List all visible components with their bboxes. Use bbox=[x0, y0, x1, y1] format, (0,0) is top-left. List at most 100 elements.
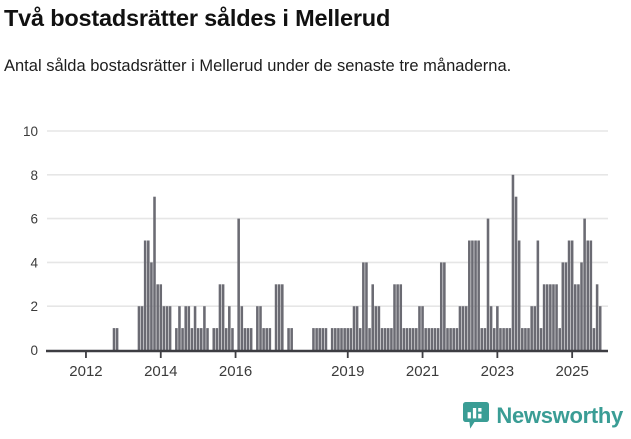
bar bbox=[324, 328, 328, 350]
page-title: Två bostadsrätter såldes i Mellerud bbox=[4, 5, 391, 31]
bar bbox=[196, 328, 200, 350]
bar bbox=[355, 306, 359, 350]
logo-text: Newsworthy bbox=[496, 403, 623, 428]
bar bbox=[505, 328, 508, 350]
bar bbox=[433, 328, 437, 350]
chart-svg: 0 2 4 6 8 10 2012 2014 2016 2019 2021 2023 2025 2 bbox=[0, 118, 608, 380]
bar bbox=[168, 306, 172, 350]
bar bbox=[580, 262, 583, 350]
bar bbox=[312, 328, 315, 350]
bar bbox=[362, 262, 365, 350]
bar bbox=[573, 284, 577, 350]
y-tick-label: 8 bbox=[30, 168, 38, 183]
bar bbox=[165, 306, 169, 350]
bar bbox=[390, 328, 393, 350]
bar bbox=[521, 328, 524, 350]
bar bbox=[181, 328, 184, 350]
bar bbox=[511, 174, 515, 350]
bar bbox=[147, 240, 150, 350]
highlight-value-label: 2 bbox=[0, 118, 8, 121]
bar bbox=[334, 328, 337, 350]
bar bbox=[190, 328, 194, 350]
bar bbox=[592, 328, 596, 350]
bar bbox=[143, 240, 147, 350]
bar bbox=[558, 328, 561, 350]
bar bbox=[315, 328, 318, 350]
bar bbox=[492, 328, 496, 350]
bar bbox=[268, 328, 272, 350]
bar bbox=[545, 284, 549, 350]
bar-chart-speech-bubble-icon bbox=[463, 402, 490, 429]
bar bbox=[206, 328, 209, 350]
x-tick-label: 2023 bbox=[481, 363, 514, 380]
bar bbox=[175, 328, 178, 350]
bar bbox=[358, 328, 362, 350]
bar-chart: 0 2 4 6 8 10 2012 2014 2016 2019 2021 2023 2025 2 bbox=[0, 118, 631, 393]
bar bbox=[583, 218, 586, 350]
bar bbox=[570, 240, 574, 350]
bar bbox=[153, 196, 156, 350]
bar bbox=[486, 218, 490, 350]
bar bbox=[383, 328, 387, 350]
bar bbox=[552, 284, 555, 350]
gridlines bbox=[47, 130, 608, 307]
x-axis-ticks bbox=[85, 352, 574, 358]
bar bbox=[452, 328, 455, 350]
bar bbox=[112, 328, 116, 350]
y-tick-label: 0 bbox=[30, 343, 38, 358]
bar bbox=[464, 306, 468, 350]
bar bbox=[199, 328, 203, 350]
bar bbox=[418, 306, 421, 350]
bar bbox=[287, 328, 290, 350]
bar bbox=[237, 218, 240, 350]
bar bbox=[240, 306, 244, 350]
bar bbox=[402, 328, 406, 350]
bar bbox=[221, 284, 225, 350]
bar bbox=[496, 306, 499, 350]
bar bbox=[439, 262, 443, 350]
bar bbox=[586, 240, 590, 350]
bar bbox=[281, 284, 284, 350]
bar bbox=[159, 284, 163, 350]
bar bbox=[386, 328, 390, 350]
bar bbox=[458, 306, 462, 350]
bar bbox=[436, 328, 440, 350]
x-tick-label: 2025 bbox=[555, 363, 588, 380]
bar bbox=[140, 306, 144, 350]
bar bbox=[415, 328, 418, 350]
bar bbox=[595, 284, 599, 350]
bar bbox=[115, 328, 119, 350]
value-labels: 2 bbox=[0, 118, 10, 123]
bar bbox=[162, 306, 166, 350]
bar bbox=[399, 284, 403, 350]
bar bbox=[427, 328, 431, 350]
bar bbox=[368, 328, 371, 350]
bar bbox=[430, 328, 434, 350]
bar bbox=[514, 196, 518, 350]
bar bbox=[421, 306, 424, 350]
bar bbox=[265, 328, 268, 350]
y-tick-label: 6 bbox=[30, 212, 38, 227]
newsworthy-logo[interactable]: Newsworthy bbox=[463, 402, 623, 430]
x-tick-label: 2014 bbox=[144, 363, 177, 380]
y-tick-label: 2 bbox=[30, 299, 38, 314]
x-tick-label: 2021 bbox=[406, 363, 439, 380]
bar bbox=[527, 328, 530, 350]
bar bbox=[471, 240, 474, 350]
bar bbox=[455, 328, 459, 350]
bar bbox=[474, 240, 477, 350]
x-tick-label: 2012 bbox=[69, 363, 102, 380]
bar bbox=[499, 328, 502, 350]
bar bbox=[231, 328, 234, 350]
y-tick-label: 10 bbox=[23, 124, 38, 139]
bar bbox=[262, 328, 265, 350]
bar bbox=[468, 240, 471, 350]
y-axis-labels: 0 2 4 6 8 10 bbox=[23, 124, 39, 358]
x-axis-labels: 2012 2014 2016 2019 2021 2023 2025 bbox=[69, 363, 589, 380]
bar bbox=[536, 240, 540, 350]
bar bbox=[524, 328, 527, 350]
bar bbox=[184, 306, 187, 350]
bar bbox=[249, 328, 253, 350]
bar bbox=[380, 328, 384, 350]
